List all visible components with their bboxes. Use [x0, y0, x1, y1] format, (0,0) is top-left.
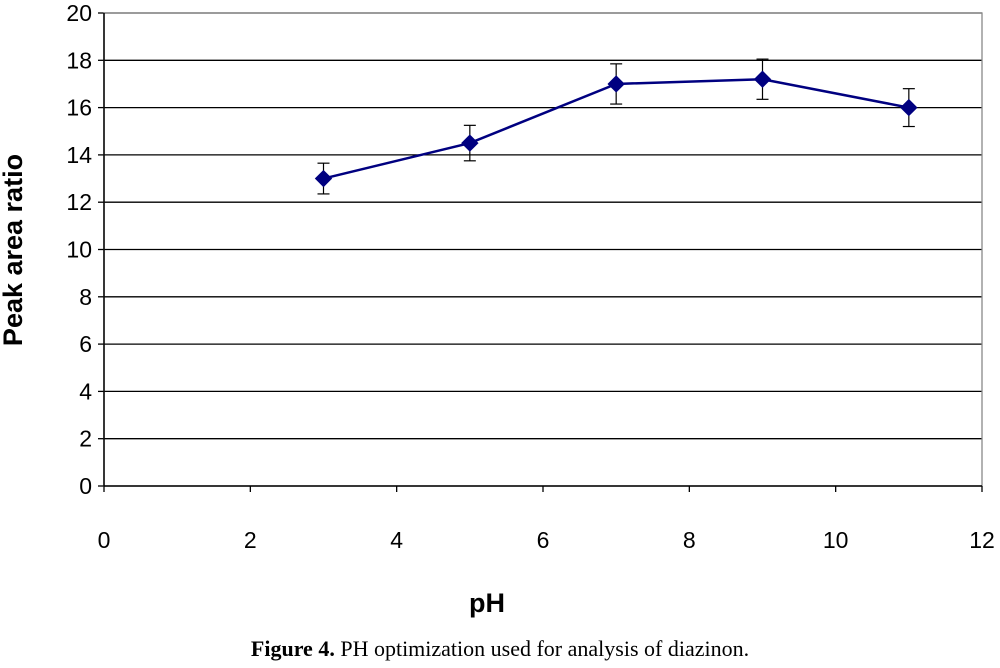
x-tick-label: 6 [537, 527, 550, 553]
data-point [753, 70, 772, 88]
data-point [461, 134, 479, 152]
x-tick-label: 8 [683, 527, 696, 553]
x-tick-label: 2 [244, 527, 257, 553]
data-point [900, 98, 918, 117]
x-axis-label: pH [469, 588, 505, 618]
x-tick-label: 12 [969, 527, 995, 553]
y-axis-label: Peak area ratio [0, 154, 28, 346]
axes [98, 12, 983, 492]
figure-caption: Figure 4. PH optimization used for analy… [0, 636, 1000, 662]
y-tick-label: 14 [66, 142, 92, 168]
data-point [314, 169, 333, 188]
caption-label: Figure 4. [250, 636, 335, 661]
x-tick-labels: 0 2 4 6 8 10 12 [98, 527, 995, 553]
gridlines [104, 12, 982, 440]
y-tick-label: 4 [79, 378, 92, 404]
y-tick-label: 8 [79, 284, 92, 310]
y-tick-label: 18 [66, 47, 92, 73]
x-tick-label: 0 [98, 527, 111, 553]
y-tick-label: 10 [66, 237, 92, 263]
y-tick-label: 2 [79, 426, 92, 452]
y-tick-labels: 0 2 4 6 8 10 12 14 16 18 20 [66, 0, 92, 499]
x-tick-label: 4 [390, 527, 403, 553]
y-tick-label: 0 [79, 473, 92, 499]
y-tick-label: 6 [79, 331, 92, 357]
y-tick-label: 16 [66, 95, 92, 121]
data-series [314, 58, 918, 195]
x-tick-label: 10 [823, 527, 849, 553]
y-tick-label: 12 [66, 189, 92, 215]
y-tick-label: 20 [66, 0, 92, 26]
chart: 0 2 4 6 8 10 12 14 16 18 20 0 2 4 6 8 10 12 pH Peak area… [0, 0, 995, 618]
data-point [607, 75, 625, 93]
caption-text: PH optimization used for analysis of dia… [334, 636, 750, 661]
